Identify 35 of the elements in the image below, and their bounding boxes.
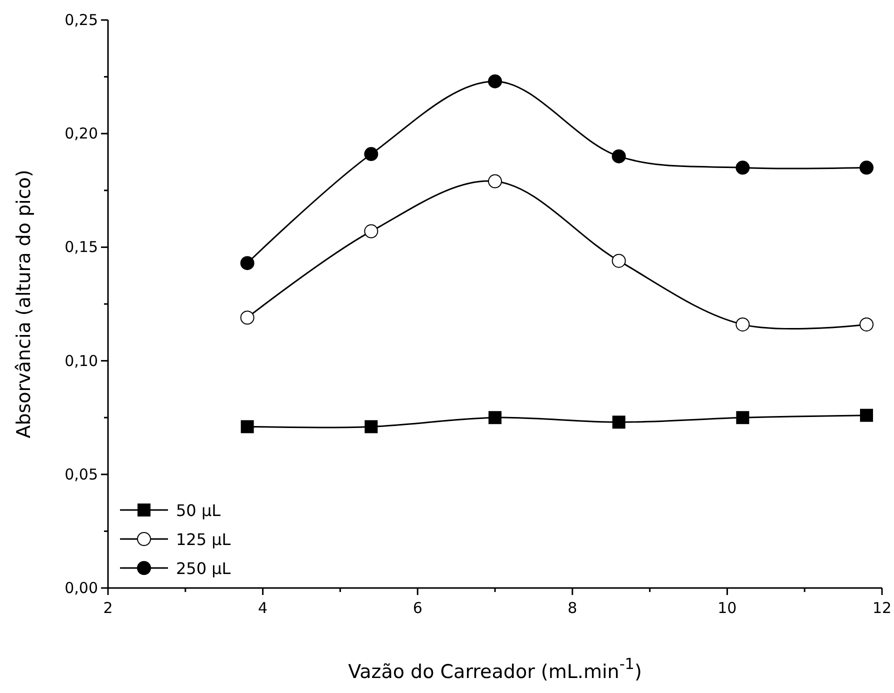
point — [240, 420, 254, 434]
point — [240, 310, 254, 325]
point — [736, 411, 750, 424]
point — [736, 317, 750, 332]
legend-label: 50 µL — [176, 501, 221, 520]
x-tick-label: 4 — [258, 599, 268, 617]
point — [860, 317, 874, 332]
legend-label: 125 µL — [176, 530, 231, 549]
legend-label: 250 µL — [176, 559, 231, 578]
x-tick-label: 8 — [568, 599, 578, 617]
point — [240, 256, 254, 270]
x-axis-title: Vazão do Carreador (mL.min$^{-1}$) — [348, 655, 642, 683]
x-tick-label: 10 — [718, 599, 737, 617]
y-tick-label: 0,00 — [64, 579, 98, 597]
y-tick-label: 0,05 — [64, 465, 98, 484]
point — [612, 416, 626, 429]
x-tick-label: 6 — [412, 599, 422, 617]
point — [488, 411, 502, 424]
x-tick-label: 2 — [103, 599, 113, 617]
point — [364, 147, 378, 162]
point — [860, 408, 874, 422]
y-tick-label: 0,25 — [64, 11, 98, 29]
y-tick-label: 0,15 — [64, 238, 98, 256]
y-axis-title: Absorvância (altura do pico) — [13, 170, 35, 438]
point — [364, 420, 378, 434]
point — [612, 254, 626, 268]
point — [488, 174, 502, 188]
point — [364, 224, 378, 238]
y-tick-label: 0,10 — [64, 352, 98, 370]
point — [488, 74, 502, 88]
y-tick-label: 0,20 — [64, 124, 98, 143]
x-tick-label: 12 — [872, 599, 892, 617]
point — [736, 160, 750, 175]
point — [860, 160, 874, 175]
point — [612, 149, 626, 164]
